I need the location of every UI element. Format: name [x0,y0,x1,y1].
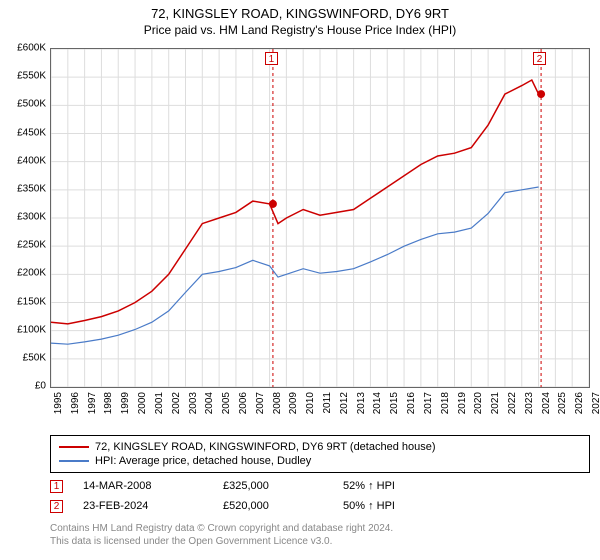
title-block: 72, KINGSLEY ROAD, KINGSWINFORD, DY6 9RT… [0,0,600,37]
x-tick-label: 2027 [591,392,600,414]
legend-swatch [59,460,89,462]
chart-title: 72, KINGSLEY ROAD, KINGSWINFORD, DY6 9RT [0,6,600,21]
y-tick-label: £350K [17,183,46,194]
sale-hpi: 52% ↑ HPI [343,480,463,492]
x-tick-label: 2025 [557,392,568,414]
x-tick-label: 2015 [389,392,400,414]
footer-line: This data is licensed under the Open Gov… [50,535,393,548]
y-tick-label: £100K [17,324,46,335]
chart-container: 72, KINGSLEY ROAD, KINGSWINFORD, DY6 9RT… [0,0,600,560]
x-tick-label: 2010 [305,392,316,414]
legend-label: HPI: Average price, detached house, Dudl… [95,455,311,467]
y-tick-label: £600K [17,43,46,54]
legend-swatch [59,446,89,448]
x-tick-label: 2024 [541,392,552,414]
sale-price: £520,000 [223,500,343,512]
plot-area [50,48,590,388]
y-tick-label: £150K [17,296,46,307]
x-tick-label: 2008 [272,392,283,414]
y-tick-label: £450K [17,127,46,138]
sale-marker-icon: 2 [50,500,63,513]
x-tick-label: 2022 [507,392,518,414]
x-tick-label: 2016 [406,392,417,414]
sale-hpi: 50% ↑ HPI [343,500,463,512]
x-tick-label: 2021 [490,392,501,414]
x-tick-label: 2000 [137,392,148,414]
chart-marker: 1 [265,52,278,65]
x-tick-label: 2013 [356,392,367,414]
legend-item: HPI: Average price, detached house, Dudl… [59,454,581,468]
legend: 72, KINGSLEY ROAD, KINGSWINFORD, DY6 9RT… [50,435,590,473]
x-tick-label: 2003 [188,392,199,414]
y-tick-label: £400K [17,155,46,166]
x-tick-label: 1995 [53,392,64,414]
x-tick-label: 2019 [457,392,468,414]
chart-marker: 2 [533,52,546,65]
x-tick-label: 2017 [423,392,434,414]
legend-item: 72, KINGSLEY ROAD, KINGSWINFORD, DY6 9RT… [59,440,581,454]
x-tick-label: 2009 [288,392,299,414]
footer-line: Contains HM Land Registry data © Crown c… [50,522,393,535]
y-tick-label: £0 [35,381,46,392]
sale-date: 23-FEB-2024 [83,500,223,512]
x-tick-label: 2005 [221,392,232,414]
x-tick-label: 2002 [171,392,182,414]
x-tick-label: 2001 [154,392,165,414]
chart-subtitle: Price paid vs. HM Land Registry's House … [0,23,600,37]
x-tick-label: 2026 [574,392,585,414]
sales-table: 1 14-MAR-2008 £325,000 52% ↑ HPI 2 23-FE… [50,476,463,516]
x-tick-label: 2011 [322,392,333,414]
plot-svg [51,49,589,387]
sale-marker-icon: 1 [50,480,63,493]
x-tick-label: 1996 [70,392,81,414]
x-tick-label: 1999 [120,392,131,414]
y-tick-label: £300K [17,212,46,223]
sales-row: 1 14-MAR-2008 £325,000 52% ↑ HPI [50,476,463,496]
footer: Contains HM Land Registry data © Crown c… [50,522,393,548]
sale-date: 14-MAR-2008 [83,480,223,492]
x-tick-label: 2006 [238,392,249,414]
y-tick-label: £50K [23,352,46,363]
x-tick-label: 2018 [440,392,451,414]
y-tick-label: £550K [17,71,46,82]
x-tick-label: 2023 [524,392,535,414]
x-tick-label: 2014 [372,392,383,414]
legend-label: 72, KINGSLEY ROAD, KINGSWINFORD, DY6 9RT… [95,441,436,453]
x-tick-label: 2004 [204,392,215,414]
chart-area: £0£50K£100K£150K£200K£250K£300K£350K£400… [50,48,590,388]
y-tick-label: £500K [17,99,46,110]
y-tick-label: £250K [17,240,46,251]
x-tick-label: 2007 [255,392,266,414]
sales-row: 2 23-FEB-2024 £520,000 50% ↑ HPI [50,496,463,516]
x-tick-label: 1998 [103,392,114,414]
x-tick-label: 2020 [473,392,484,414]
x-tick-label: 2012 [339,392,350,414]
x-tick-label: 1997 [87,392,98,414]
sale-price: £325,000 [223,480,343,492]
y-tick-label: £200K [17,268,46,279]
